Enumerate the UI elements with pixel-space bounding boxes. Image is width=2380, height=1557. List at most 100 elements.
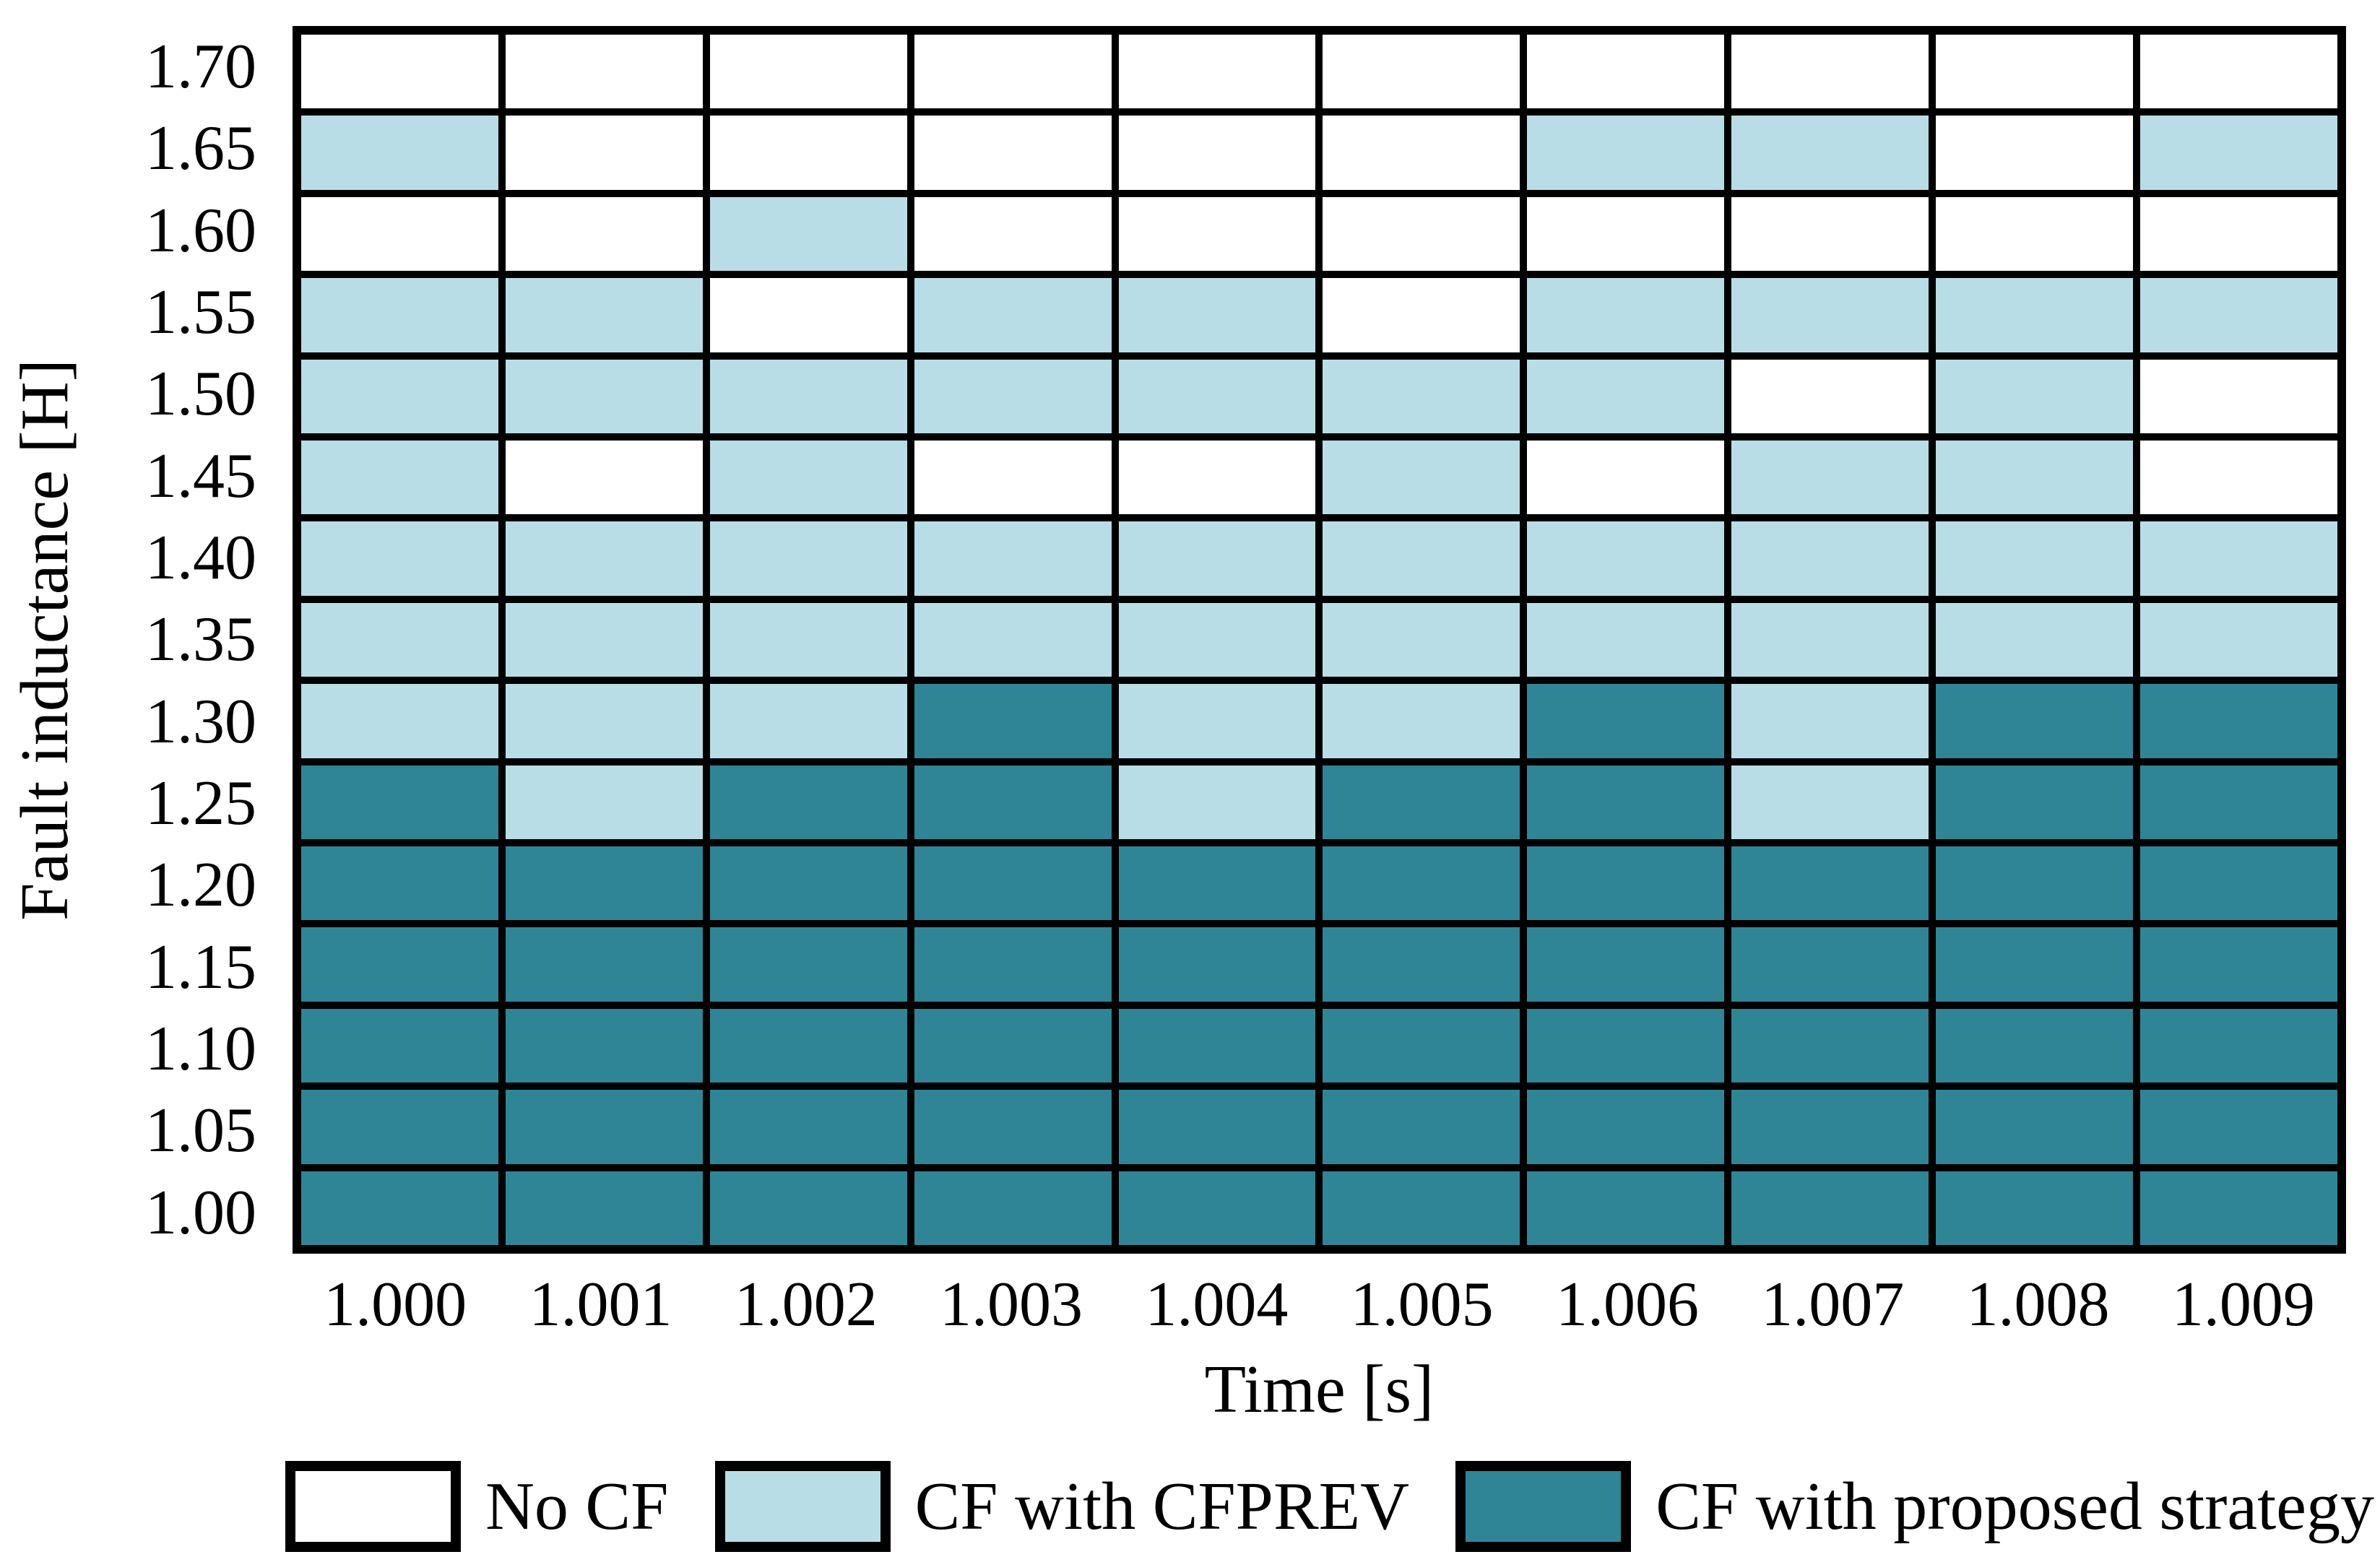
heatmap-cell: [709, 1090, 907, 1164]
heatmap-cell: [709, 846, 907, 921]
heatmap-cell: [301, 35, 498, 109]
heatmap-cell: [1118, 1171, 1316, 1245]
y-tick-label: 1.20: [145, 850, 256, 921]
y-tick-label: 1.70: [145, 32, 256, 103]
heatmap-cell: [1731, 1090, 1929, 1164]
heatmap-cell: [301, 846, 498, 921]
heatmap-cell: [1731, 684, 1929, 758]
heatmap-cell: [1527, 765, 1725, 839]
heatmap-cell: [709, 116, 907, 190]
heatmap-cell: [914, 196, 1112, 272]
heatmap-cell: [709, 441, 907, 515]
heatmap-cell: [1731, 278, 1929, 352]
y-tick-label: 1.05: [145, 1096, 256, 1166]
heatmap-cell: [1323, 196, 1520, 272]
heatmap-cell: [1527, 602, 1725, 677]
heatmap-cell: [1936, 441, 2134, 515]
legend-swatch: [285, 1461, 461, 1552]
x-tick-label: 1.008: [1966, 1270, 2110, 1340]
x-tick-label: 1.009: [2171, 1270, 2315, 1340]
y-tick-label: 1.45: [145, 441, 256, 511]
heatmap-cell: [505, 846, 703, 921]
heatmap-cell: [1936, 1171, 2134, 1245]
heatmap-cell: [1936, 521, 2134, 596]
heatmap-cell: [1936, 116, 2134, 190]
heatmap-cell: [301, 927, 498, 1002]
heatmap-cell: [301, 602, 498, 677]
heatmap-cell: [1527, 1090, 1725, 1164]
heatmap-cell: [1118, 1008, 1316, 1083]
heatmap-cell: [2140, 116, 2337, 190]
heatmap-cell: [2140, 765, 2337, 839]
heatmap-cell: [1731, 1171, 1929, 1245]
heatmap-cell: [1527, 359, 1725, 433]
heatmap-cell: [301, 684, 498, 758]
heatmap-cell: [1731, 196, 1929, 272]
heatmap-cell: [1731, 441, 1929, 515]
heatmap-cell: [1118, 765, 1316, 839]
heatmap-cell: [301, 521, 498, 596]
heatmap-cell: [1731, 35, 1929, 109]
heatmap-cell: [2140, 521, 2337, 596]
heatmap-cell: [1323, 846, 1520, 921]
x-tick-label: 1.002: [734, 1270, 878, 1340]
heatmap-cell: [505, 1171, 703, 1245]
heatmap-cell: [1731, 602, 1929, 677]
heatmap-cell: [505, 1090, 703, 1164]
heatmap-cell: [505, 116, 703, 190]
heatmap-cell: [1731, 521, 1929, 596]
heatmap-cell: [1731, 927, 1929, 1002]
heatmap-cell: [1323, 278, 1520, 352]
heatmap-cell: [1527, 278, 1725, 352]
heatmap-cell: [1527, 116, 1725, 190]
y-tick-label: 1.35: [145, 604, 256, 675]
heatmap-cell: [301, 196, 498, 272]
heatmap-cell: [505, 927, 703, 1002]
heatmap-cell: [1731, 359, 1929, 433]
heatmap-cell: [1527, 927, 1725, 1002]
y-tick-label: 1.25: [145, 768, 256, 839]
heatmap-cell: [914, 846, 1112, 921]
x-tick-label: 1.005: [1350, 1270, 1494, 1340]
heatmap-cell: [2140, 846, 2337, 921]
heatmap-cell: [1323, 684, 1520, 758]
heatmap-cell: [2140, 35, 2337, 109]
x-axis-title: Time [s]: [1204, 1352, 1435, 1427]
heatmap-cell: [301, 1090, 498, 1164]
heatmap-cell: [1527, 1171, 1725, 1245]
heatmap-cell: [914, 116, 1112, 190]
heatmap-cell: [301, 1008, 498, 1083]
legend-swatch: [1455, 1461, 1632, 1552]
heatmap-cell: [1731, 116, 1929, 190]
heatmap-cell: [914, 602, 1112, 677]
heatmap-cell: [1936, 196, 2134, 272]
legend-label: No CF: [485, 1469, 669, 1544]
heatmap-cell: [1527, 684, 1725, 758]
heatmap-cell: [505, 684, 703, 758]
heatmap-cell: [301, 441, 498, 515]
heatmap-cell: [505, 1008, 703, 1083]
heatmap-cell: [1731, 765, 1929, 839]
x-tick-label: 1.006: [1555, 1270, 1699, 1340]
y-tick-label: 1.15: [145, 932, 256, 1002]
x-tick-label: 1.004: [1145, 1270, 1289, 1340]
heatmap-cell: [1118, 441, 1316, 515]
heatmap-cell: [1118, 116, 1316, 190]
heatmap-cell: [709, 1171, 907, 1245]
heatmap-cell: [1323, 1171, 1520, 1245]
heatmap-cell: [2140, 684, 2337, 758]
heatmap-cell: [505, 441, 703, 515]
heatmap-cell: [914, 1090, 1112, 1164]
x-tick-label: 1.007: [1761, 1270, 1905, 1340]
heatmap-cell: [709, 278, 907, 352]
heatmap-grid: [293, 26, 2346, 1254]
heatmap-cell: [709, 927, 907, 1002]
heatmap-cell: [1323, 602, 1520, 677]
heatmap-cell: [709, 765, 907, 839]
heatmap-cell: [1731, 846, 1929, 921]
heatmap-cell: [1527, 196, 1725, 272]
heatmap-cell: [1936, 359, 2134, 433]
heatmap-cell: [2140, 441, 2337, 515]
x-tick-label: 1.001: [529, 1270, 672, 1340]
heatmap-cell: [914, 684, 1112, 758]
